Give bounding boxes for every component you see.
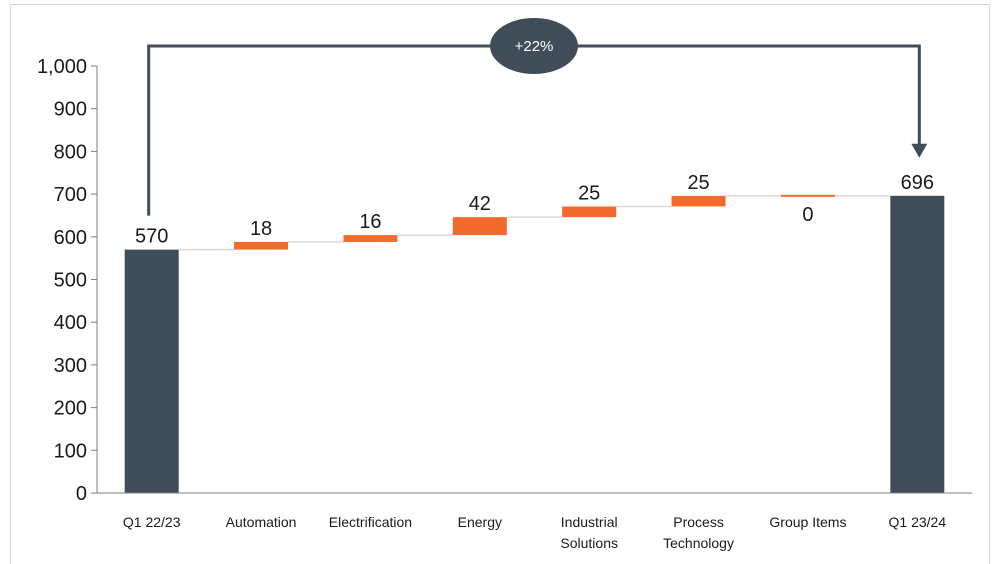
delta-bar [671,195,726,207]
y-tick-label: 300 [54,355,87,377]
x-tick-label-line: Industrial [561,514,618,530]
y-tick-label: 800 [54,141,87,163]
data-label: 25 [687,172,709,194]
delta-bar [343,235,398,242]
x-tick-label-line: Energy [458,514,502,530]
x-tick-label: Q1 22/23 [123,514,181,530]
y-tick-label: 1,000 [37,56,87,78]
change-badge [490,18,578,74]
x-tick-label-line: Automation [226,514,297,530]
delta-bar [452,217,507,236]
x-tick-label-line: Process [673,514,724,530]
x-tick-label-line: Group Items [769,514,846,530]
x-tick-label: Automation [226,514,297,530]
y-tick-labels: 0 100 200 300 400 500 600 700 800 900 1,000 [37,56,97,505]
x-tick-label-line: Q1 23/24 [889,514,947,530]
x-tick-label: Electrification [329,514,412,530]
x-tick-labels: Q1 22/23 Automation Electrification Energy I… [123,514,946,551]
y-tick-label: 400 [54,312,87,334]
x-tick-label: Industrial Solutions [560,514,618,551]
data-label: 16 [359,211,381,233]
x-tick-label-line: Solutions [560,535,618,551]
y-tick-label: 600 [54,227,87,249]
bars [124,194,945,494]
x-tick-label: Q1 23/24 [889,514,947,530]
x-tick-label: Group Items [769,514,846,530]
data-label: 42 [469,193,491,215]
delta-bar [562,206,617,218]
axes [96,66,972,494]
delta-bar [780,194,835,197]
y-tick-label: 200 [54,398,87,420]
y-tick-label: 700 [54,184,87,206]
y-tick-label: 0 [76,483,87,505]
x-tick-label-line: Electrification [329,514,412,530]
delta-bar [234,241,289,250]
change-arrow: +22% [147,18,928,216]
total-bar [124,249,179,493]
connectors [178,195,891,251]
y-tick-label: 900 [54,99,87,121]
x-tick-label: Process Technology [663,514,734,551]
chart-frame [10,4,990,564]
change-badge-label: +22% [515,38,554,55]
data-label: 0 [802,204,813,226]
data-label: 570 [135,226,168,248]
x-tick-label: Energy [458,514,502,530]
data-label: 18 [250,218,272,240]
data-label: 696 [901,172,934,194]
y-tick-label: 100 [54,440,87,462]
change-arrow-head [911,143,928,158]
x-tick-label-line: Technology [663,535,734,551]
x-tick-label-line: Q1 22/23 [123,514,181,530]
y-tick-label: 500 [54,270,87,292]
data-labels: 570 18 16 42 25 25 0 696 [135,172,934,248]
total-bar [890,195,945,494]
data-label: 25 [578,182,600,204]
